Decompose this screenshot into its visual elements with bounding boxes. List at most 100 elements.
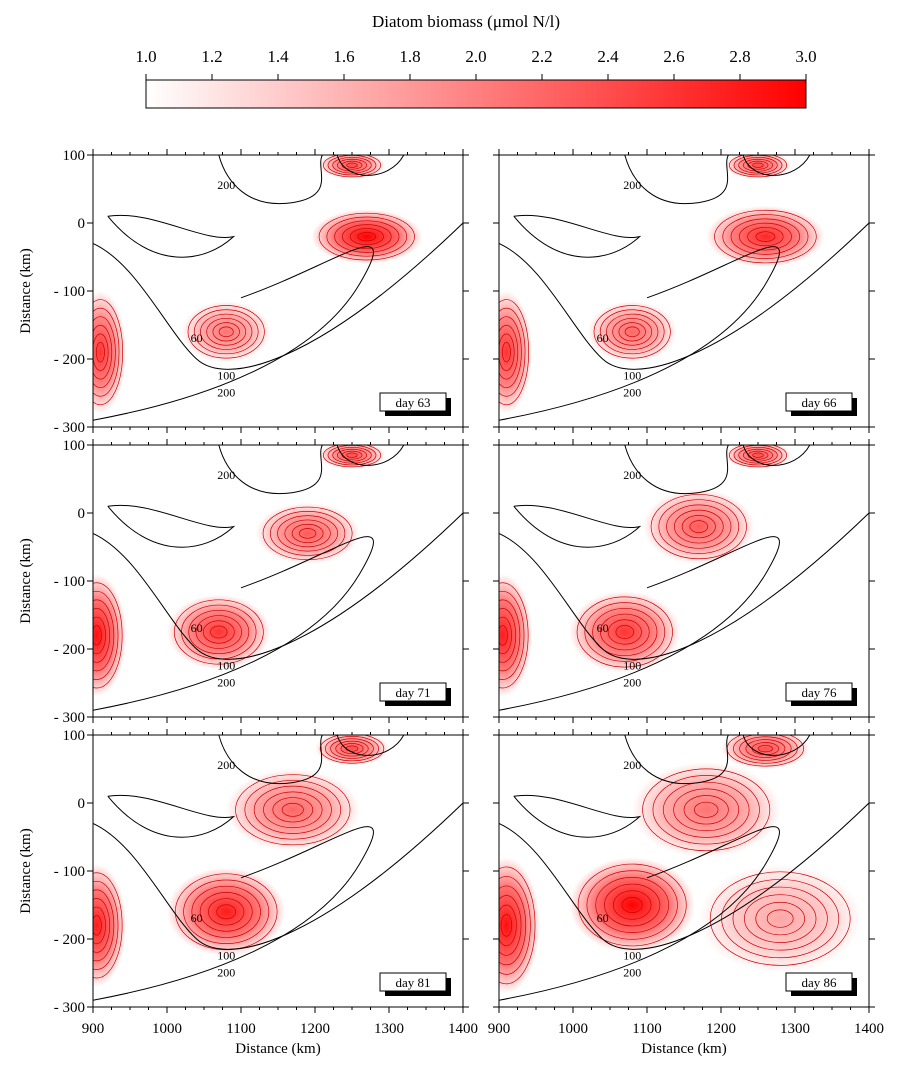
bathymetry-contours [499, 155, 869, 421]
x-tick-label: 900 [488, 1021, 511, 1037]
bathymetry-contours [93, 735, 463, 1001]
biomass-contour [738, 446, 778, 464]
bathymetry-label: 200 [623, 468, 641, 482]
bathymetry-label: 100 [623, 948, 641, 962]
biomass-blob [698, 864, 862, 973]
biomass-blob [255, 502, 360, 564]
bathymetry-line [93, 512, 463, 660]
biomass-contour [732, 886, 828, 951]
biomass-contour [188, 609, 250, 655]
colorbar-tick-label: 2.0 [465, 47, 486, 66]
biomass-contour [93, 616, 106, 655]
biomass-contour [592, 607, 658, 657]
colorbar-gradient [145, 79, 807, 109]
bathymetry-line [742, 155, 811, 176]
bathymetry-label: 200 [623, 758, 641, 772]
bathymetry-line [336, 445, 405, 466]
bathymetry-label: 60 [597, 911, 609, 925]
biomass-contour [291, 523, 324, 543]
biomass-contour [183, 879, 270, 944]
biomass-contour [216, 904, 237, 920]
day-label: day 86 [801, 975, 837, 990]
bathymetry-label: 100 [217, 368, 235, 382]
biomass-contour [210, 625, 228, 639]
biomass-contour [349, 228, 384, 246]
biomass-blob [167, 594, 271, 670]
biomass-contour [499, 599, 521, 672]
bathymetry-line [93, 826, 374, 1001]
day-label-box [379, 682, 447, 702]
x-tick-label: 1300 [780, 1021, 810, 1037]
biomass-contour [93, 625, 102, 646]
day-label: day 71 [395, 685, 430, 700]
panel-background [93, 445, 463, 717]
biomass-contour [501, 342, 511, 363]
bathymetry-line [499, 826, 780, 1001]
y-tick-label: 0 [78, 506, 86, 522]
colorbar: Diatom biomass (μmol N/l) 1.0 1.2 1.4 1.6 1.… [135, 12, 817, 109]
bathymetry-line [513, 504, 642, 548]
biomass-contour [577, 863, 687, 947]
colorbar-tick-label: 2.6 [663, 47, 684, 66]
x-tick-label: 1000 [152, 1021, 182, 1037]
biomass-field [499, 735, 862, 994]
x-tick-label: 1300 [374, 1021, 404, 1037]
biomass-contour [93, 906, 106, 945]
biomass-contour [253, 785, 332, 834]
biomass-blob [93, 291, 127, 414]
biomass-contour [499, 324, 519, 380]
biomass-contour [742, 158, 774, 172]
biomass-field [93, 735, 389, 987]
biomass-contour [323, 155, 381, 178]
biomass-contour [284, 519, 331, 548]
y-tick-label: - 200 [54, 642, 85, 658]
bathymetry-line [513, 794, 642, 838]
bathymetry-line [218, 445, 323, 495]
biomass-contour [752, 452, 764, 458]
biomass-contour [319, 735, 385, 764]
bathymetry-label: 200 [623, 178, 641, 192]
y-tick-label: - 300 [54, 1000, 85, 1016]
x-axis-label: Distance (km) [641, 1041, 726, 1057]
colorbar-tick-label: 2.2 [531, 47, 552, 66]
biomass-contour [499, 307, 526, 397]
x-axis-label: Distance (km) [235, 1041, 320, 1057]
x-tick-label: 1100 [632, 1021, 661, 1037]
bathymetry-label: 60 [191, 621, 203, 635]
biomass-contour [499, 885, 527, 966]
biomass-contour [599, 309, 665, 355]
biomass-contour [244, 780, 342, 840]
colorbar-tick-label: 1.4 [267, 47, 289, 66]
biomass-blob [315, 735, 389, 766]
biomass-blob [587, 301, 677, 363]
biomass-contour [206, 317, 247, 346]
biomass-contour [269, 511, 346, 556]
bathymetry-line [499, 802, 869, 950]
biomass-contour [499, 608, 517, 663]
biomass-contour [499, 876, 531, 975]
biomass-contour [658, 499, 740, 554]
biomass-contour [93, 880, 119, 970]
biomass-contour [721, 879, 840, 959]
biomass-contour [93, 307, 120, 397]
biomass-contour [346, 162, 358, 168]
bathymetry-line [107, 794, 236, 838]
biomass-contour [744, 894, 817, 943]
x-tick-label: 1400 [448, 1021, 478, 1037]
colorbar-tick-labels: 1.0 1.2 1.4 1.6 1.8 2.0 2.2 2.4 2.6 2.8 3.0 [135, 47, 817, 80]
biomass-contour [499, 895, 522, 956]
bathymetry-line [107, 214, 236, 258]
biomass-blob [181, 301, 271, 363]
biomass-contour [606, 313, 659, 350]
biomass-contour [747, 227, 784, 247]
bathymetry-label: 60 [597, 331, 609, 345]
x-tick-label: 1200 [300, 1021, 330, 1037]
panel-background [93, 155, 463, 427]
day-label-box [379, 392, 447, 412]
biomass-contour [621, 897, 643, 913]
colorbar-tick-label: 3.0 [795, 47, 816, 66]
biomass-contour [624, 326, 640, 338]
